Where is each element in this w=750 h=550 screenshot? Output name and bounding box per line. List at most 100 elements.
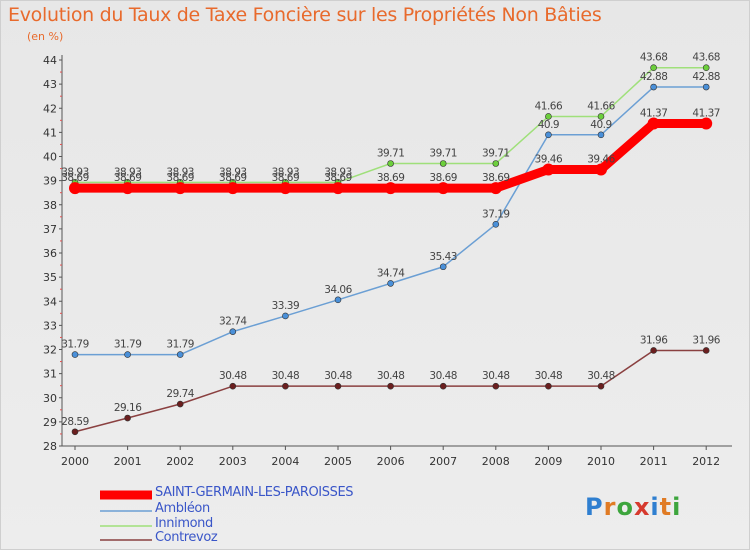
data-label: 43.68 bbox=[640, 52, 668, 64]
y-tick-label: 34 bbox=[43, 295, 57, 308]
data-point bbox=[282, 382, 289, 390]
data-point bbox=[229, 328, 237, 335]
data-point bbox=[702, 347, 710, 354]
data-label: 38.69 bbox=[61, 172, 89, 184]
data-point bbox=[226, 182, 239, 195]
data-point bbox=[121, 182, 134, 195]
x-tick-label: 2008 bbox=[482, 455, 510, 468]
data-label: 39.71 bbox=[429, 147, 457, 159]
data-point bbox=[542, 163, 555, 176]
data-label: 41.66 bbox=[535, 100, 563, 112]
y-tick-label: 37 bbox=[43, 223, 57, 236]
data-label: 33.39 bbox=[272, 300, 300, 312]
y-tick-label: 44 bbox=[43, 54, 57, 67]
data-label: 38.69 bbox=[219, 172, 247, 184]
data-label: 42.88 bbox=[640, 71, 668, 83]
data-point bbox=[71, 351, 79, 358]
data-point bbox=[647, 117, 660, 130]
y-tick-label: 32 bbox=[43, 344, 57, 357]
legend-label: Contrevoz bbox=[155, 530, 218, 545]
data-point bbox=[279, 182, 292, 195]
data-label: 40.9 bbox=[538, 119, 559, 131]
x-tick-label: 2003 bbox=[219, 455, 247, 468]
data-label: 30.48 bbox=[219, 370, 247, 382]
data-label: 31.96 bbox=[692, 334, 720, 346]
data-label: 30.48 bbox=[324, 370, 352, 382]
y-tick-label: 38 bbox=[43, 199, 57, 212]
x-tick-label: 2007 bbox=[429, 455, 457, 468]
data-label: 30.48 bbox=[587, 370, 615, 382]
data-point bbox=[650, 83, 657, 91]
y-tick-label: 35 bbox=[43, 271, 57, 284]
data-label: 38.69 bbox=[272, 172, 300, 184]
data-label: 34.74 bbox=[377, 267, 405, 279]
data-label: 31.96 bbox=[640, 334, 668, 346]
data-label: 39.71 bbox=[377, 147, 405, 159]
data-point bbox=[384, 182, 397, 195]
y-tick-label: 36 bbox=[43, 247, 57, 260]
x-tick-label: 2000 bbox=[61, 455, 89, 468]
data-point bbox=[332, 182, 344, 195]
data-label: 41.66 bbox=[587, 100, 615, 112]
y-tick-label: 41 bbox=[43, 126, 57, 139]
data-point bbox=[702, 64, 710, 72]
data-label: 28.59 bbox=[61, 416, 89, 428]
data-point bbox=[597, 382, 605, 390]
data-label: 35.43 bbox=[429, 251, 457, 263]
data-point bbox=[334, 382, 342, 390]
data-label: 31.79 bbox=[166, 339, 194, 351]
unit-label: (en %) bbox=[27, 30, 64, 43]
data-label: 34.06 bbox=[324, 284, 352, 296]
data-point bbox=[174, 182, 187, 195]
data-label: 30.48 bbox=[377, 370, 405, 382]
x-tick-label: 2010 bbox=[587, 455, 615, 468]
data-point bbox=[650, 64, 657, 72]
y-tick-label: 40 bbox=[43, 151, 57, 164]
data-point bbox=[124, 351, 131, 358]
data-label: 42.88 bbox=[692, 71, 720, 83]
data-label: 38.93 bbox=[166, 166, 194, 178]
data-point bbox=[700, 117, 713, 130]
y-tick-label: 31 bbox=[43, 368, 57, 381]
data-label: 39.46 bbox=[587, 154, 615, 166]
data-label: 40.9 bbox=[590, 119, 611, 131]
data-point bbox=[597, 113, 605, 120]
data-point bbox=[71, 428, 79, 436]
chart-title: Evolution du Taux de Taxe Foncière sur l… bbox=[8, 4, 602, 26]
y-tick-label: 28 bbox=[43, 440, 57, 453]
data-label: 39.46 bbox=[535, 154, 563, 166]
data-label: 38.93 bbox=[219, 166, 247, 178]
x-tick-label: 2009 bbox=[534, 455, 562, 468]
x-tick-label: 2002 bbox=[166, 455, 194, 468]
data-point bbox=[69, 182, 81, 195]
data-point bbox=[229, 382, 237, 390]
data-label: 38.93 bbox=[114, 166, 142, 178]
data-point bbox=[545, 382, 552, 390]
data-point bbox=[387, 160, 394, 167]
data-point bbox=[650, 347, 657, 354]
data-label: 43.68 bbox=[692, 52, 720, 64]
x-tick-label: 2004 bbox=[271, 455, 299, 468]
y-tick-label: 42 bbox=[43, 102, 57, 115]
data-label: 38.69 bbox=[324, 172, 352, 184]
data-point bbox=[702, 83, 710, 91]
x-tick-label: 2012 bbox=[692, 455, 720, 468]
data-point bbox=[387, 280, 394, 287]
data-point bbox=[124, 414, 131, 422]
data-point bbox=[282, 312, 289, 320]
legend-swatch bbox=[100, 525, 152, 527]
data-label: 39.71 bbox=[482, 147, 510, 159]
data-label: 29.74 bbox=[166, 388, 194, 400]
data-point bbox=[492, 220, 500, 228]
proxiti-logo: Proxiti bbox=[585, 493, 682, 521]
legend-swatch bbox=[100, 510, 152, 512]
data-label: 31.79 bbox=[61, 339, 89, 351]
data-label: 38.69 bbox=[482, 172, 510, 184]
data-label: 38.69 bbox=[166, 172, 194, 184]
data-point bbox=[439, 382, 447, 390]
y-tick-label: 39 bbox=[43, 175, 57, 188]
data-point bbox=[176, 400, 184, 408]
data-point bbox=[437, 182, 450, 195]
data-label: 38.93 bbox=[61, 166, 89, 178]
data-label: 30.48 bbox=[482, 370, 510, 382]
